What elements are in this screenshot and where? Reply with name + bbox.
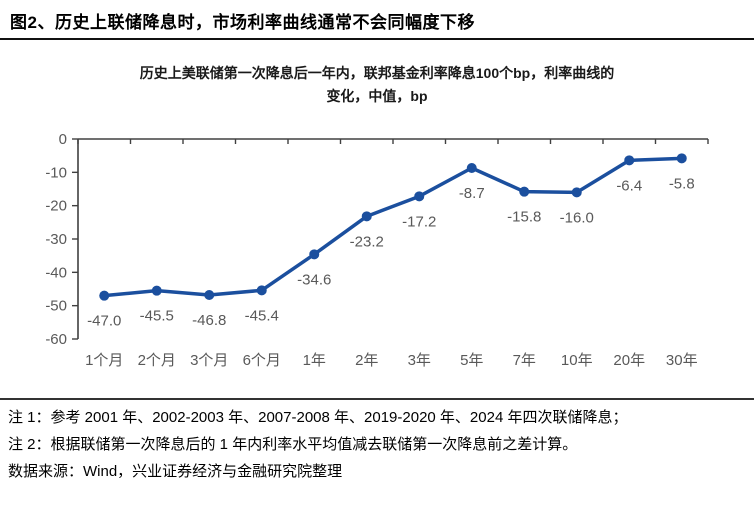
page-title: 图2、历史上联储降息时，市场利率曲线通常不会同幅度下移	[10, 13, 475, 32]
x-tick-label: 1个月	[85, 352, 123, 369]
data-label: -16.0	[560, 209, 594, 226]
data-point	[361, 211, 372, 222]
y-tick-label: -60	[45, 331, 67, 348]
data-point	[571, 187, 582, 198]
data-point	[519, 186, 530, 197]
x-tick-label: 5年	[460, 352, 483, 369]
x-tick-label: 3年	[408, 352, 431, 369]
data-label: -45.4	[245, 307, 279, 324]
data-label: -8.7	[459, 185, 485, 202]
chart-title-line2: 变化，中值，bp	[326, 88, 428, 104]
data-point	[676, 153, 687, 164]
data-label: -46.8	[192, 312, 226, 329]
notes-block: 注 1：参考 2001 年、2002-2003 年、2007-2008 年、20…	[8, 404, 748, 485]
data-label: -5.8	[669, 175, 695, 192]
x-tick-label: 2年	[355, 352, 378, 369]
x-tick-label: 10年	[561, 352, 593, 369]
x-tick-label: 30年	[666, 352, 698, 369]
data-point	[466, 163, 477, 173]
chart-title-line1: 历史上美联储第一次降息后一年内，联邦基金利率降息100个bp，利率曲线的	[139, 65, 615, 81]
y-tick-label: -40	[45, 264, 67, 281]
data-point	[414, 191, 425, 202]
y-tick-label: -30	[45, 231, 67, 248]
data-point	[256, 285, 267, 296]
notes-divider	[0, 398, 754, 400]
data-source: 数据来源：Wind，兴业证券经济与金融研究院整理	[8, 463, 343, 480]
data-point	[624, 155, 635, 166]
note-1: 注 1：参考 2001 年、2002-2003 年、2007-2008 年、20…	[8, 409, 628, 426]
data-label: -47.0	[87, 313, 121, 330]
data-point	[309, 249, 320, 260]
x-tick-label: 2个月	[138, 352, 176, 369]
chart-title: 历史上美联储第一次降息后一年内，联邦基金利率降息100个bp，利率曲线的 变化，…	[0, 62, 754, 108]
x-tick-label: 1年	[303, 352, 326, 369]
y-tick-label: -10	[45, 164, 67, 181]
data-point	[204, 290, 215, 300]
line-chart: 0 -10 -20 -30 -40 -50 -60 -47.0 1个月 -45.5 2个月 -46.8…	[0, 115, 754, 390]
x-tick-label: 6个月	[243, 352, 281, 369]
data-label: -45.5	[140, 308, 174, 325]
y-tick-label: -50	[45, 298, 67, 315]
x-tick-label: 3个月	[190, 352, 228, 369]
data-line	[102, 156, 684, 298]
data-label: -23.2	[350, 233, 384, 250]
y-tick-label: 0	[59, 131, 67, 148]
title-divider	[0, 38, 754, 40]
x-tick-label: 7年	[513, 352, 536, 369]
y-tick-label: -20	[45, 198, 67, 215]
x-tick-label: 20年	[613, 352, 645, 369]
data-label: -34.6	[297, 271, 331, 288]
data-label: -17.2	[402, 213, 436, 230]
note-2: 注 2：根据联储第一次降息后的 1 年内利率水平均值减去联储第一次降息前之差计算…	[8, 436, 578, 453]
data-label: -6.4	[616, 177, 642, 194]
line-chart-svg: 0 -10 -20 -30 -40 -50 -60 -47.0 1个月 -45.5 2个月 -46.8…	[45, 131, 709, 369]
data-label: -15.8	[507, 209, 541, 226]
data-point	[99, 290, 110, 301]
data-point	[151, 285, 162, 296]
